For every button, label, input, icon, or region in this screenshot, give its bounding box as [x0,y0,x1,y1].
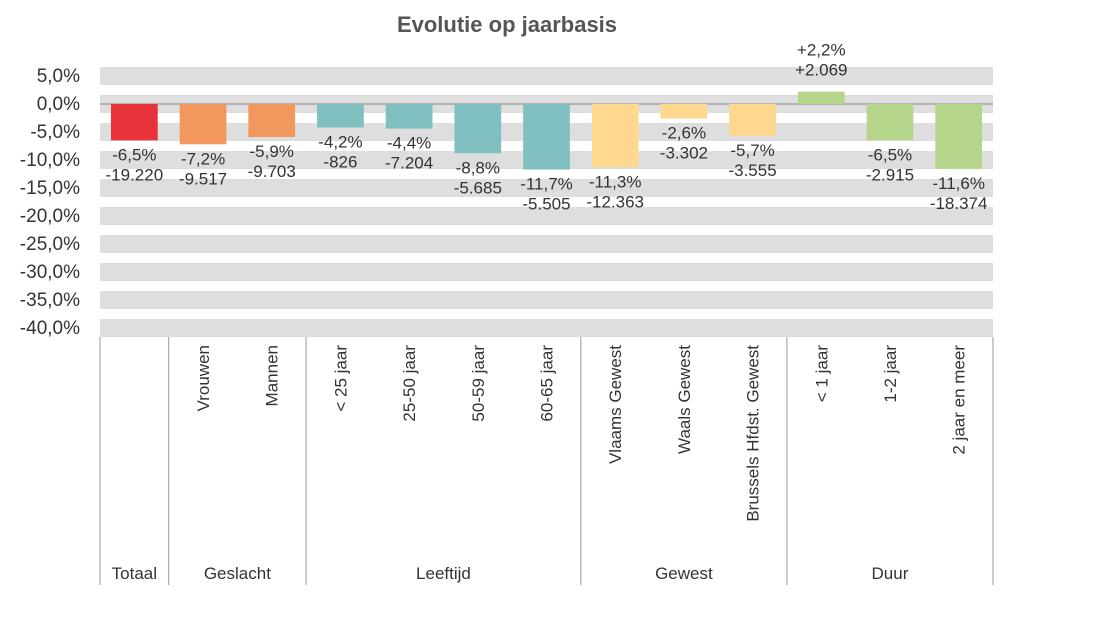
count-label: -7.204 [385,154,433,173]
x-tick-label: Mannen [263,345,282,406]
bar [317,103,364,128]
grid-band [100,235,993,254]
bar [660,103,708,119]
bar [866,103,914,141]
count-label: -18.374 [930,194,988,213]
count-label: -12.363 [586,192,644,211]
value-label: -6,5% [868,145,912,164]
value-label: +2,2% [797,41,846,60]
y-tick-label: -40,0% [20,318,80,339]
count-label: -9.517 [179,169,227,188]
value-label: -5,9% [250,142,294,161]
grid-band [100,178,993,197]
y-tick-label: -15,0% [20,178,80,199]
bar [729,103,776,136]
grid-band [100,291,993,310]
value-label: -4,2% [318,132,362,151]
x-tick-label: 1-2 jaar [881,345,900,403]
count-label: -3.302 [660,144,708,163]
bar [935,103,983,169]
value-label: -8,8% [456,158,500,177]
y-tick-label: -5,0% [30,122,80,143]
grid-band [100,319,993,338]
y-tick-label: -25,0% [20,234,80,255]
value-label: -11,6% [932,174,985,193]
count-label: -3.555 [728,161,776,180]
value-label: -2,6% [662,124,706,143]
group-label: Geslacht [204,564,271,583]
bar [454,103,502,154]
bar [591,103,639,168]
x-tick-label: < 1 jaar [812,345,831,403]
group-label: Leeftijd [416,564,471,583]
value-label: -7,2% [181,149,225,168]
group-label: Gewest [655,564,713,583]
count-label: -826 [323,152,357,171]
x-tick-label: 25-50 jaar [400,345,419,422]
bar [248,103,296,138]
count-label: -19.220 [106,165,164,184]
value-label: -11,7% [520,175,573,194]
y-tick-label: -20,0% [20,206,80,227]
chart-title: Evolutie op jaarbasis [397,12,617,37]
x-tick-label: Brussels Hfdst. Gewest [744,345,763,522]
y-tick-label: 5,0% [37,66,80,87]
bar [110,103,158,141]
count-label: -9.703 [248,162,296,181]
y-tick-label: 0,0% [37,94,80,115]
x-tick-label: 50-59 jaar [469,345,488,422]
group-label: Totaal [112,564,157,583]
bar [523,103,570,170]
bar [385,103,433,129]
group-label: Duur [872,564,909,583]
value-label: -4,4% [387,134,431,153]
count-label: -5.505 [522,195,570,214]
value-label: -6,5% [112,145,156,164]
x-tick-label: 2 jaar en meer [950,345,969,455]
x-tick-label: 60-65 jaar [538,345,557,422]
x-tick-label: Vlaams Gewest [606,345,625,464]
count-label: -5.685 [454,178,502,197]
grid-band [100,263,993,282]
value-label: -11,3% [589,172,642,191]
grid-band [100,66,993,85]
x-tick-label: < 25 jaar [331,345,350,412]
y-tick-label: -35,0% [20,290,80,311]
x-tick-label: Vrouwen [194,345,213,411]
grid-band [100,207,993,226]
y-tick-label: -10,0% [20,150,80,171]
count-label: +2.069 [795,61,847,80]
bar [797,91,845,104]
x-tick-label: Waals Gewest [675,345,694,454]
bar [179,103,227,145]
count-label: -2.915 [866,165,914,184]
y-tick-label: -30,0% [20,262,80,283]
value-label: -5,7% [730,141,774,160]
